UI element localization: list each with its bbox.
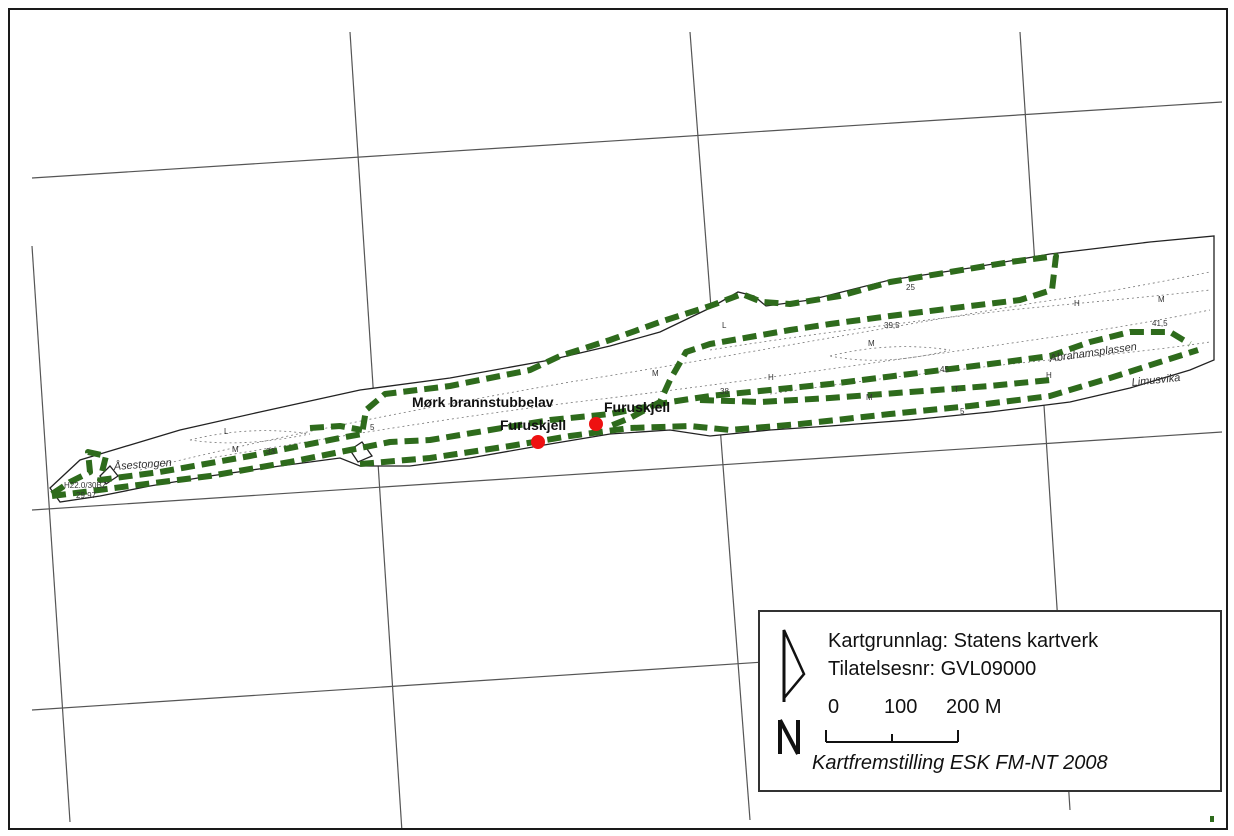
boundary-line <box>359 347 1199 467</box>
boundary-line <box>699 377 1051 405</box>
contour-line <box>769 341 1211 395</box>
find-label-furuskjell-west: Furuskjell <box>500 417 566 433</box>
scale-tick-label: 200 M <box>946 696 1002 718</box>
vegetation-symbol: M <box>866 393 873 402</box>
map-legend: Kartgrunnlag: Statens kartverk Tilatelse… <box>758 610 1222 792</box>
find-label-brannstubbelav: Mørk brannstubbelav <box>412 394 554 410</box>
protected-area-boundaries <box>50 253 1199 499</box>
find-point-furuskjell-east[interactable] <box>589 417 603 431</box>
legend-permit: Tilatelsesnr: GVL09000 <box>828 658 1037 680</box>
island-shape <box>49 235 1215 503</box>
find-point-furuskjell-west[interactable] <box>531 435 545 449</box>
vegetation-symbol: M <box>868 339 875 348</box>
contour-height-label: 39,5 <box>884 321 900 330</box>
contour-height-label: 33 <box>266 447 275 456</box>
place-label-limusvika: Limusvika <box>1131 372 1181 389</box>
place-label-aasestongen: Åsestongen <box>112 456 172 473</box>
north-arrow-icon <box>778 629 806 755</box>
legend-credit: Kartfremstilling ESK FM-NT 2008 <box>812 752 1108 774</box>
grid-line <box>31 431 1223 511</box>
contour-height-label: 25 <box>906 283 915 292</box>
contour-height-label: 41,5 <box>1152 319 1168 328</box>
vegetation-symbol: T <box>954 385 959 394</box>
contour-height-label: 45 <box>940 365 949 374</box>
vegetation-symbol: M <box>232 445 239 454</box>
scale-tick-label: 100 <box>884 696 918 718</box>
survey-height-label: 29,97 <box>76 491 97 500</box>
scale-tick-label: 0 <box>828 696 840 718</box>
contour-line <box>139 271 1211 471</box>
grid-line <box>31 101 1223 179</box>
contour-height-label: 38 <box>720 387 729 396</box>
vegetation-symbol: M <box>652 369 659 378</box>
vegetation-symbol: L <box>722 321 727 330</box>
map-frame: Åsestongen Abrahamsplassen Limusvika H22… <box>8 8 1228 830</box>
legend-source: Kartgrunnlag: Statens kartverk <box>828 630 1099 652</box>
scale-bar <box>825 730 959 743</box>
boundary-line <box>51 329 1192 499</box>
grid-line <box>31 245 71 823</box>
vegetation-symbol: H <box>1074 299 1080 308</box>
contour-height-label: 5 <box>960 407 965 416</box>
contour-line <box>829 346 951 361</box>
find-label-furuskjell-east: Furuskjell <box>604 399 670 415</box>
contour-line <box>189 430 311 444</box>
vegetation-symbol: L <box>224 427 229 436</box>
vegetation-symbol: M <box>1158 295 1165 304</box>
contour-height-label: 5 <box>370 423 375 432</box>
map-canvas: Åsestongen Abrahamsplassen Limusvika H22… <box>31 31 1223 828</box>
boundary-line <box>50 253 1059 497</box>
boundary-line <box>309 423 363 433</box>
vegetation-symbol: H <box>1046 371 1052 380</box>
survey-marker-label: H22.0/30BZ <box>64 481 107 490</box>
corner-mark <box>1210 816 1214 822</box>
vegetation-symbol: H <box>768 373 774 382</box>
contour-lines <box>139 271 1211 471</box>
